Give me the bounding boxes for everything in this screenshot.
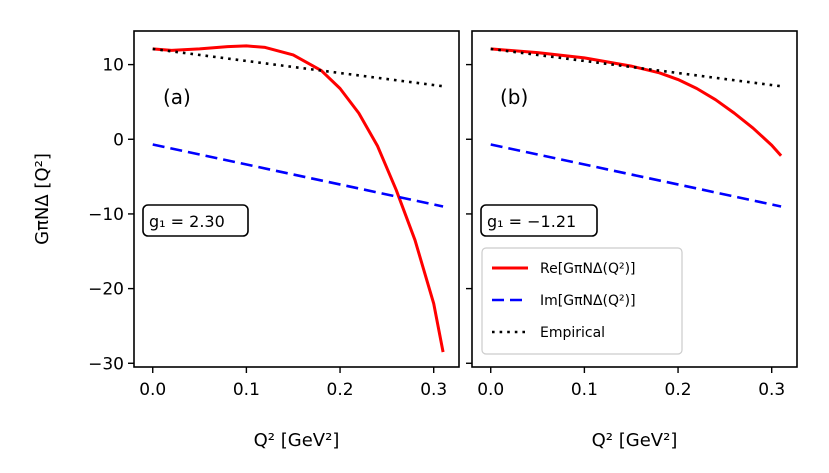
x-tick-label: 0.1 — [571, 380, 598, 400]
annotation-box — [142, 204, 249, 237]
plot-frame — [471, 30, 798, 368]
series-line-im — [490, 143, 782, 208]
y-tick-label: 0 — [113, 130, 124, 150]
plot-frame — [133, 30, 460, 368]
x-axis-label: Q² [GeV²] — [254, 430, 340, 451]
annotation-text: g₁ = −1.21 — [487, 212, 576, 231]
y-tick-label: −10 — [88, 205, 124, 225]
x-tick-label: 0.3 — [420, 380, 447, 400]
panel-b: 0.0 0.1 0.2 0.3 Q² [GeV²] (b) g₁ = −1.21 Re[GπN… — [466, 30, 798, 451]
y-tick-label: −30 — [88, 354, 124, 374]
panel-label: (b) — [500, 85, 528, 109]
legend-entry: Re[GπNΔ(Q²)] — [540, 261, 636, 277]
legend: Re[GπNΔ(Q²)] Im[GπNΔ(Q²)] Empirical — [481, 247, 683, 355]
y-tick-label: −20 — [88, 280, 124, 300]
x-tick-label: 0.3 — [758, 380, 785, 400]
x-tick-label: 0.0 — [139, 380, 166, 400]
annotation-box — [480, 204, 598, 237]
series-line-im — [152, 143, 444, 208]
series-line-re — [490, 47, 783, 157]
x-axis-label: Q² [GeV²] — [592, 430, 678, 451]
panel-a: 0.0 0.1 0.2 0.3 10 0 −10 −20 −30 Q² [GeV²] GπNΔ [Q… — [32, 30, 460, 451]
y-tick-label: 10 — [102, 56, 124, 76]
legend-frame — [481, 247, 683, 355]
series-line-re — [152, 44, 445, 353]
panel-label: (a) — [163, 85, 191, 109]
x-tick-label: 0.0 — [477, 380, 504, 400]
x-tick-label: 0.1 — [233, 380, 260, 400]
y-axis-label: GπNΔ [Q²] — [32, 153, 53, 245]
x-tick-label: 0.2 — [665, 380, 692, 400]
series-line-empirical — [152, 47, 444, 88]
annotation-text: g₁ = 2.30 — [149, 212, 225, 231]
x-tick-label: 0.2 — [327, 380, 354, 400]
series-line-empirical — [490, 47, 782, 88]
legend-entry: Empirical — [540, 325, 605, 341]
legend-entry: Im[GπNΔ(Q²)] — [540, 293, 636, 309]
